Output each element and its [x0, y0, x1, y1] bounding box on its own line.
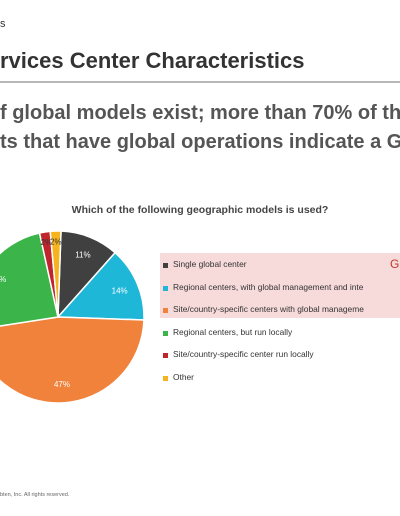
title-divider [0, 81, 400, 83]
subtitle-line-2: ts that have global operations indicate … [0, 131, 400, 153]
legend-highlight [160, 253, 400, 318]
legend-label: Regional centers, with global management… [173, 281, 364, 292]
chart-title: Which of the following geographic models… [71, 204, 329, 216]
pie-data-label-regional-centers-but-run-locally: % [0, 275, 6, 284]
legend-label: Regional centers, but run locally [173, 326, 293, 337]
slide-subtitle: f global models exist; more than 70% of … [0, 99, 400, 157]
subtitle-line-1: f global models exist; more than 70% of … [0, 102, 400, 124]
legend-swatch [163, 375, 168, 381]
pie-data-label-other: 2% [50, 237, 62, 246]
callout-text: G [390, 257, 400, 271]
legend-swatch [163, 353, 168, 359]
pie-slice-site-country-specific-centers-with-global-manageme [0, 316, 145, 404]
legend-label: Site/country-specific centers with globa… [173, 304, 364, 315]
legend-swatch [163, 285, 168, 291]
legend-swatch [163, 330, 168, 336]
pie-data-label-single-global-center: 11% [75, 251, 90, 260]
legend-label: Site/country-specific center run locally [173, 349, 314, 360]
copyright-footer: bten, Inc. All rights reserved. [0, 492, 70, 498]
pie-data-label-site-country-specific-center-run-locally: 2% [41, 238, 53, 247]
legend-label: Other [173, 371, 194, 382]
legend-swatch [163, 308, 168, 314]
pie-slice-regional-centers-but-run-locally [0, 232, 59, 327]
slide-title: rvices Center Characteristics [0, 48, 305, 73]
pie-slice-other [49, 230, 62, 318]
legend-swatch [163, 263, 168, 268]
pie-slice-regional-centers-with-global-management-and-inte [56, 251, 145, 321]
pie-data-label-site-country-specific-centers-with-global-manageme: 47% [54, 380, 70, 389]
section-label: s [0, 18, 6, 30]
legend-label: Single global center [173, 259, 247, 269]
pie-data-label-regional-centers-with-global-management-and-inte: 14% [112, 287, 128, 296]
